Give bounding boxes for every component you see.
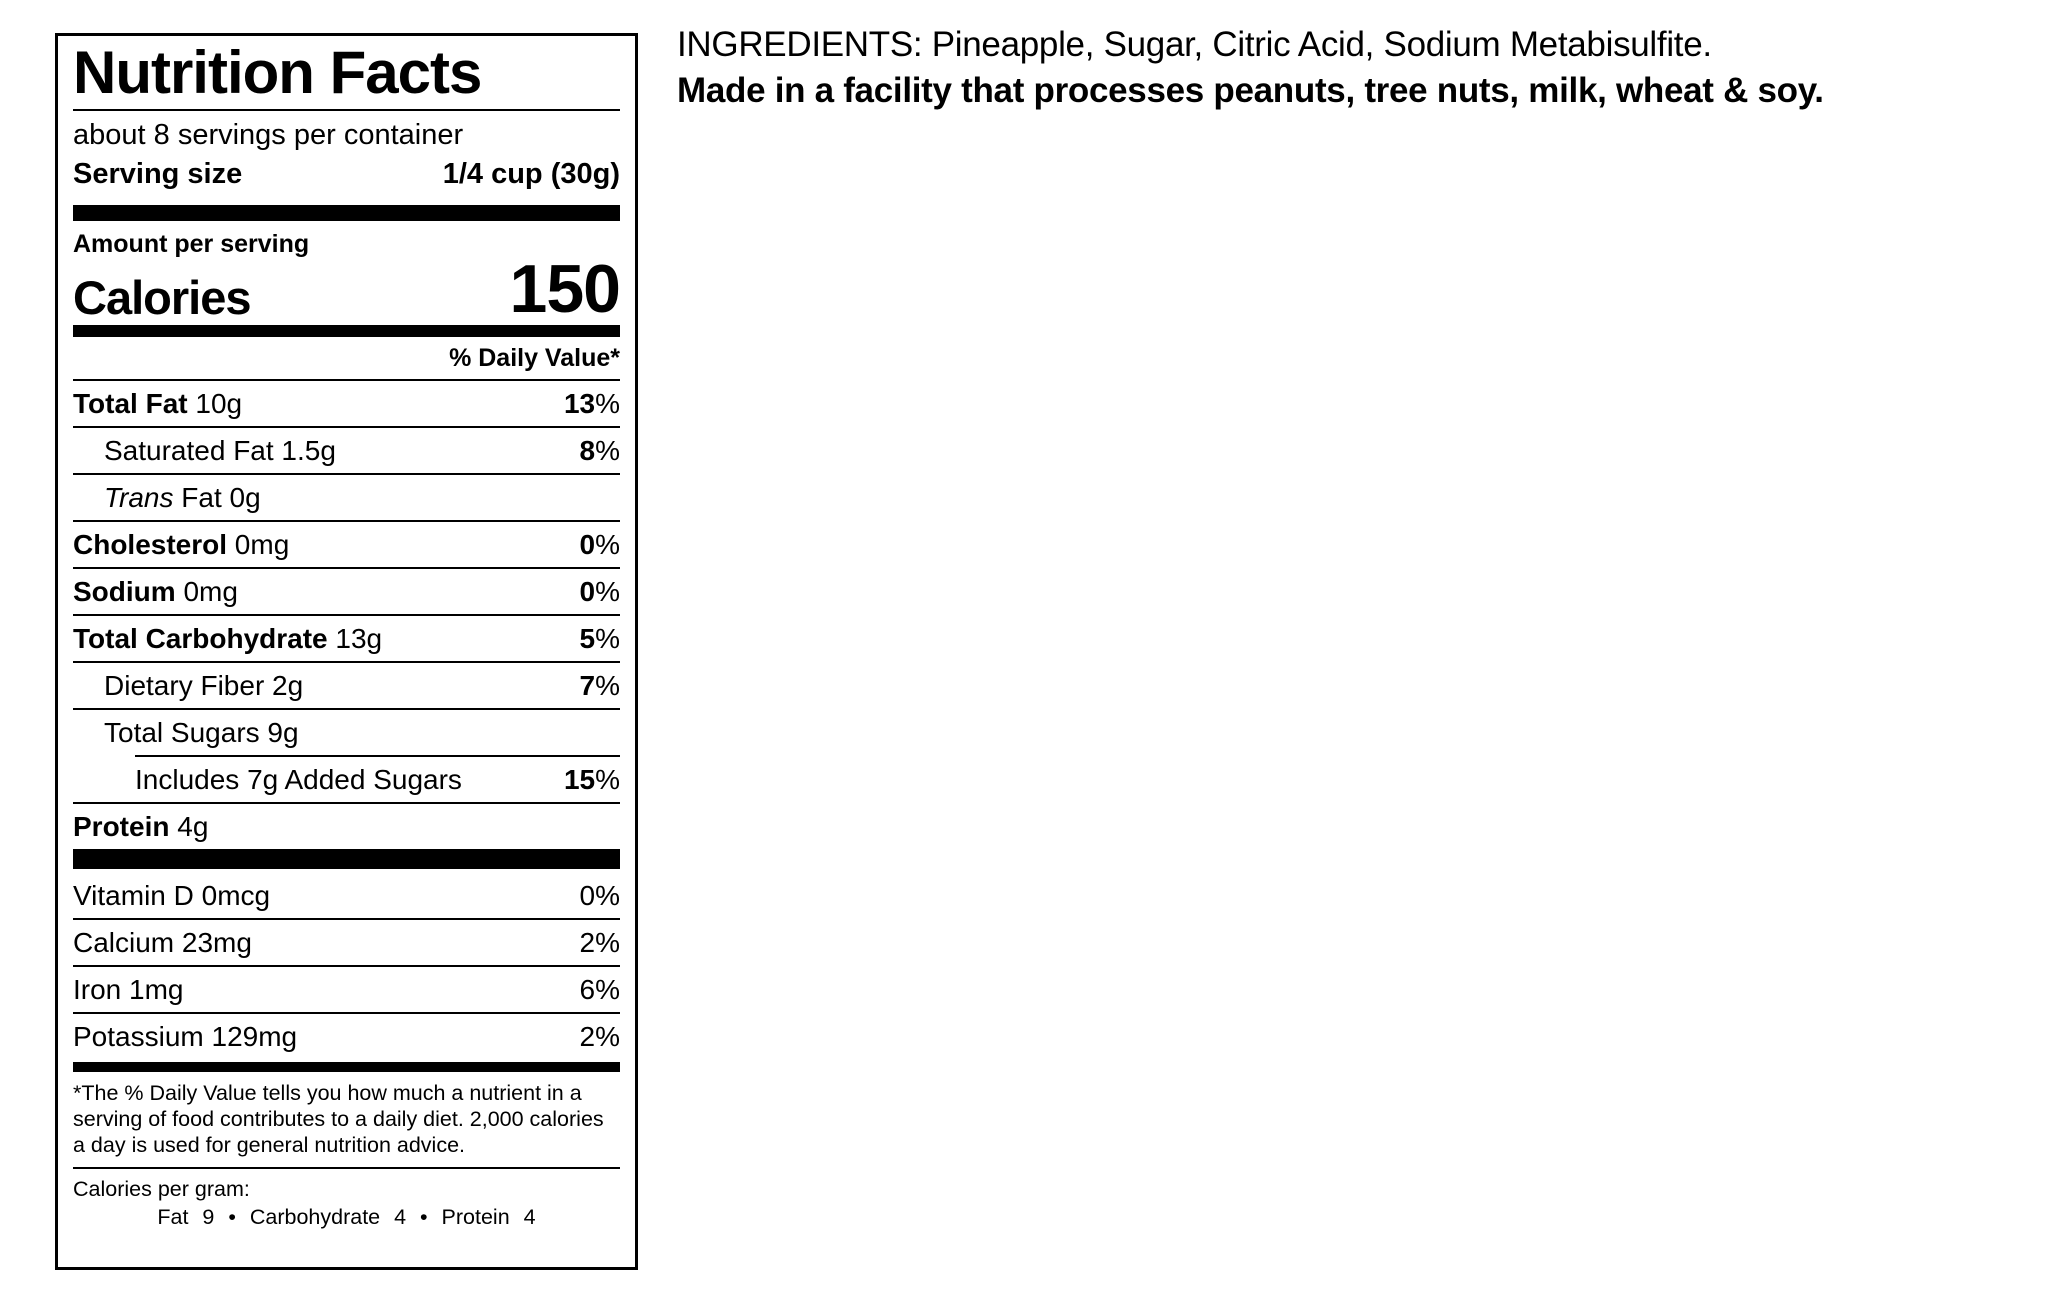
nutrition-facts-title: Nutrition Facts	[73, 41, 620, 112]
nutrient-name: Saturated Fat 1.5g	[104, 434, 336, 466]
allergen-line: Made in a facility that processes peanut…	[677, 71, 1824, 110]
daily-value-header: % Daily Value*	[449, 343, 620, 372]
nutrient-percent: 13%	[563, 387, 620, 419]
row-cholesterol: Cholesterol 0mg 0%	[73, 519, 620, 567]
row-total-fat: Total Fat 10g 13%	[73, 378, 620, 426]
row-potassium: Potassium 129mg 2%	[73, 1011, 620, 1062]
nutrient-percent: 2%	[579, 926, 620, 958]
calories-value: 150	[509, 251, 621, 328]
calories-per-gram-values: Fat 9 • Carbohydrate 4 • Protein 4	[157, 1204, 536, 1229]
nutrient-percent: 0%	[579, 575, 620, 607]
divider-bar-medium-calories	[73, 324, 620, 337]
nutrient-name: Potassium 129mg	[73, 1020, 298, 1052]
divider-bar-thick-top	[73, 205, 620, 222]
nutrient-percent: 2%	[579, 1020, 620, 1052]
servings-per-container: about 8 servings per container	[73, 119, 464, 152]
calories-row: Calories 150	[73, 251, 621, 328]
nutrient-percent: 7%	[579, 669, 620, 701]
divider-bar-thick-protein	[73, 848, 620, 869]
nutrient-name: Total Carbohydrate 13g	[73, 622, 383, 654]
nutrient-percent: 8%	[579, 434, 620, 466]
nutrient-name: Vitamin D 0mcg	[73, 879, 271, 911]
calories-per-gram-label: Calories per gram:	[73, 1176, 250, 1201]
nutrient-name: Protein 4g	[73, 810, 209, 842]
row-added-sugars: Includes 7g Added Sugars 15%	[73, 757, 620, 802]
row-protein: Protein 4g	[73, 801, 620, 849]
row-trans-fat: Trans Fat 0g	[73, 472, 620, 520]
nutrient-name: Trans Fat 0g	[104, 481, 261, 513]
row-sodium: Sodium 0mg 0%	[73, 566, 620, 614]
row-calcium: Calcium 23mg 2%	[73, 917, 620, 965]
nutrient-name: Sodium 0mg	[73, 575, 238, 607]
daily-value-footnote: *The % Daily Value tells you how much a …	[73, 1072, 620, 1169]
nutrition-facts-panel: Nutrition Facts about 8 servings per con…	[55, 33, 638, 1270]
row-total-carbohydrate: Total Carbohydrate 13g 5%	[73, 613, 620, 661]
nutrient-name: Includes 7g Added Sugars	[135, 763, 462, 795]
indented-divider	[135, 754, 620, 757]
row-total-sugars: Total Sugars 9g	[73, 707, 620, 755]
row-dietary-fiber: Dietary Fiber 2g 7%	[73, 660, 620, 708]
serving-size-label: Serving size	[73, 158, 243, 191]
nutrient-percent: 15%	[563, 763, 620, 795]
row-iron: Iron 1mg 6%	[73, 964, 620, 1012]
nutrient-name: Calcium 23mg	[73, 926, 252, 958]
ingredients-block: INGREDIENTS: Pineapple, Sugar, Citric Ac…	[677, 22, 2027, 114]
nutrient-name: Total Fat 10g	[73, 387, 243, 419]
nutrient-name: Total Sugars 9g	[104, 716, 299, 748]
divider-bar-thin-footnote	[73, 1061, 620, 1072]
calories-label: Calories	[73, 270, 251, 324]
nutrient-name: Dietary Fiber 2g	[104, 669, 304, 701]
nutrient-name: Iron 1mg	[73, 973, 184, 1005]
serving-size-value: 1/4 cup (30g)	[442, 158, 620, 191]
serving-size-row: Serving size 1/4 cup (30g)	[73, 155, 620, 205]
amount-per-serving-label: Amount per serving	[73, 230, 310, 259]
nutrient-percent: 6%	[579, 973, 620, 1005]
nutrient-percent: 0%	[579, 528, 620, 560]
row-vitamin-d: Vitamin D 0mcg 0%	[73, 869, 620, 918]
ingredients-line: INGREDIENTS: Pineapple, Sugar, Citric Ac…	[677, 25, 1712, 64]
nutrient-name: Cholesterol 0mg	[73, 528, 290, 560]
row-saturated-fat: Saturated Fat 1.5g 8%	[73, 425, 620, 473]
nutrient-percent: 0%	[579, 879, 620, 911]
nutrient-percent: 5%	[579, 622, 620, 654]
